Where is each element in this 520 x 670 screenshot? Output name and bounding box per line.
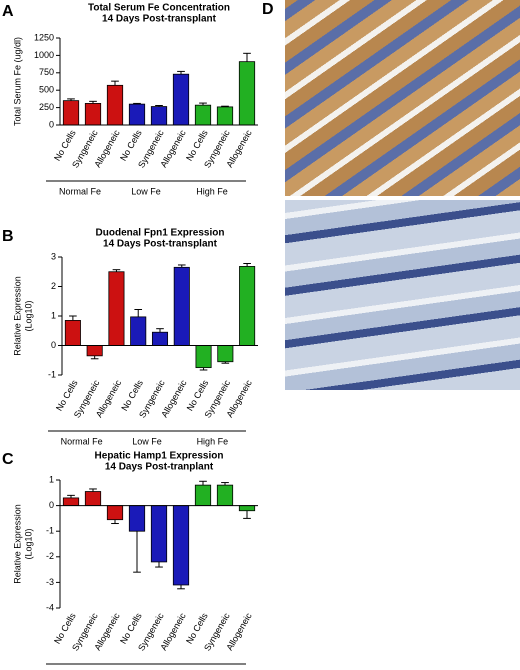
bar: [151, 331, 169, 346]
bar: [172, 73, 190, 126]
micrograph-bottom: [285, 200, 520, 390]
bar: [84, 491, 102, 506]
micrograph-top: [285, 0, 520, 196]
group-label: High Fe: [196, 186, 228, 196]
y-tick-label: 0: [51, 340, 56, 350]
y-tick-label: -1: [48, 369, 56, 379]
chart-title: 14 Days Post-transplant: [102, 14, 217, 25]
bar: [106, 505, 124, 521]
group-label: Normal Fe: [61, 436, 103, 446]
bar: [216, 106, 234, 126]
y-tick-label: 0: [49, 119, 54, 129]
panel-label: A: [2, 3, 14, 20]
y-axis-label: (Log10): [23, 300, 33, 331]
chart-title: Duodenal Fpn1 Expression: [96, 228, 225, 239]
y-tick-label: 0: [49, 500, 54, 510]
y-tick-label: -3: [46, 577, 54, 587]
bar: [86, 345, 103, 357]
bar: [172, 505, 190, 586]
y-tick-label: 250: [39, 102, 54, 112]
panel-label: C: [2, 451, 14, 468]
bar: [108, 271, 125, 346]
chart-title: 14 Days Post-tranplant: [105, 462, 214, 473]
y-tick-label: 3: [51, 251, 56, 261]
bar: [238, 505, 256, 512]
bar: [173, 266, 190, 346]
group-label: Normal Fe: [59, 186, 101, 196]
y-tick-label: -1: [46, 526, 54, 536]
y-tick-label: 1: [51, 310, 56, 320]
bar: [64, 320, 81, 346]
panel-label: B: [2, 228, 14, 245]
bar: [239, 266, 256, 346]
group-label: Low Fe: [131, 186, 161, 196]
y-axis-label: Total Serum Fe (ug/dl): [12, 37, 22, 126]
bar: [217, 345, 234, 363]
bar: [128, 505, 146, 532]
bar: [150, 106, 168, 126]
bar: [194, 104, 212, 126]
group-label: Low Fe: [132, 436, 162, 446]
bar: [150, 505, 168, 563]
y-tick-label: 1: [49, 474, 54, 484]
chart-title: 14 Days Post-transplant: [103, 239, 218, 250]
y-axis-label: Relative Expression: [12, 504, 22, 584]
y-tick-label: 1250: [34, 32, 54, 42]
y-axis-label: Relative Expression: [12, 276, 22, 356]
bar: [62, 100, 80, 126]
bar: [195, 345, 212, 369]
micrograph: [285, 0, 520, 390]
group-label: High Fe: [197, 436, 229, 446]
chart-title: Hepatic Hamp1 Expression: [95, 451, 224, 462]
y-tick-label: 2: [51, 281, 56, 291]
y-tick-label: -2: [46, 551, 54, 561]
bar: [194, 484, 212, 506]
y-tick-label: -4: [46, 602, 54, 612]
bar: [62, 497, 80, 507]
bar: [216, 484, 234, 506]
chart-title: Total Serum Fe Concentration: [88, 3, 230, 14]
y-tick-label: 1000: [34, 50, 54, 60]
bar: [84, 103, 102, 126]
bar: [106, 84, 124, 126]
y-tick-label: 750: [39, 67, 54, 77]
bar: [128, 103, 146, 126]
bar: [130, 316, 147, 346]
y-tick-label: 500: [39, 85, 54, 95]
y-axis-label: (Log10): [23, 528, 33, 559]
bar: [238, 61, 256, 126]
